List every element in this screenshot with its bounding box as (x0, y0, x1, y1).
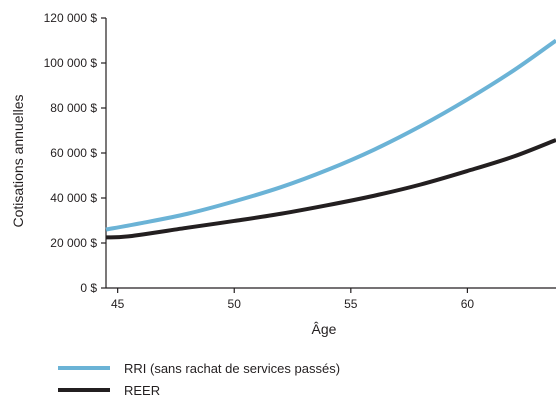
y-tick-label-4: 80 000 $ (50, 101, 97, 115)
legend-label-1: REER (124, 383, 160, 398)
axes (105, 18, 556, 289)
series-line-0 (105, 38, 556, 232)
x-tick-label-3: 60 (461, 297, 475, 311)
legend: RRI (sans rachat de services passés) REER (58, 361, 340, 398)
x-axis-ticks: 45 50 55 60 (111, 288, 474, 311)
y-tick-label-6: 120 000 $ (44, 11, 98, 25)
series-layer (105, 38, 556, 240)
x-axis-title: Âge (312, 321, 337, 337)
y-tick-label-3: 60 000 $ (50, 146, 97, 160)
y-axis-ticks: 0 $ 20 000 $ 40 000 $ 60 000 $ 80 000 $ 100 0… (44, 11, 106, 295)
x-tick-label-0: 45 (111, 297, 125, 311)
y-tick-label-1: 20 000 $ (50, 236, 97, 250)
series-line-1 (105, 138, 556, 240)
y-axis-title: Cotisations annuelles (10, 94, 26, 227)
y-tick-label-0: 0 $ (80, 281, 97, 295)
x-tick-label-1: 50 (228, 297, 242, 311)
x-tick-label-2: 55 (344, 297, 358, 311)
legend-label-0: RRI (sans rachat de services passés) (124, 361, 340, 376)
y-tick-label-2: 40 000 $ (50, 191, 97, 205)
y-tick-label-5: 100 000 $ (44, 56, 98, 70)
